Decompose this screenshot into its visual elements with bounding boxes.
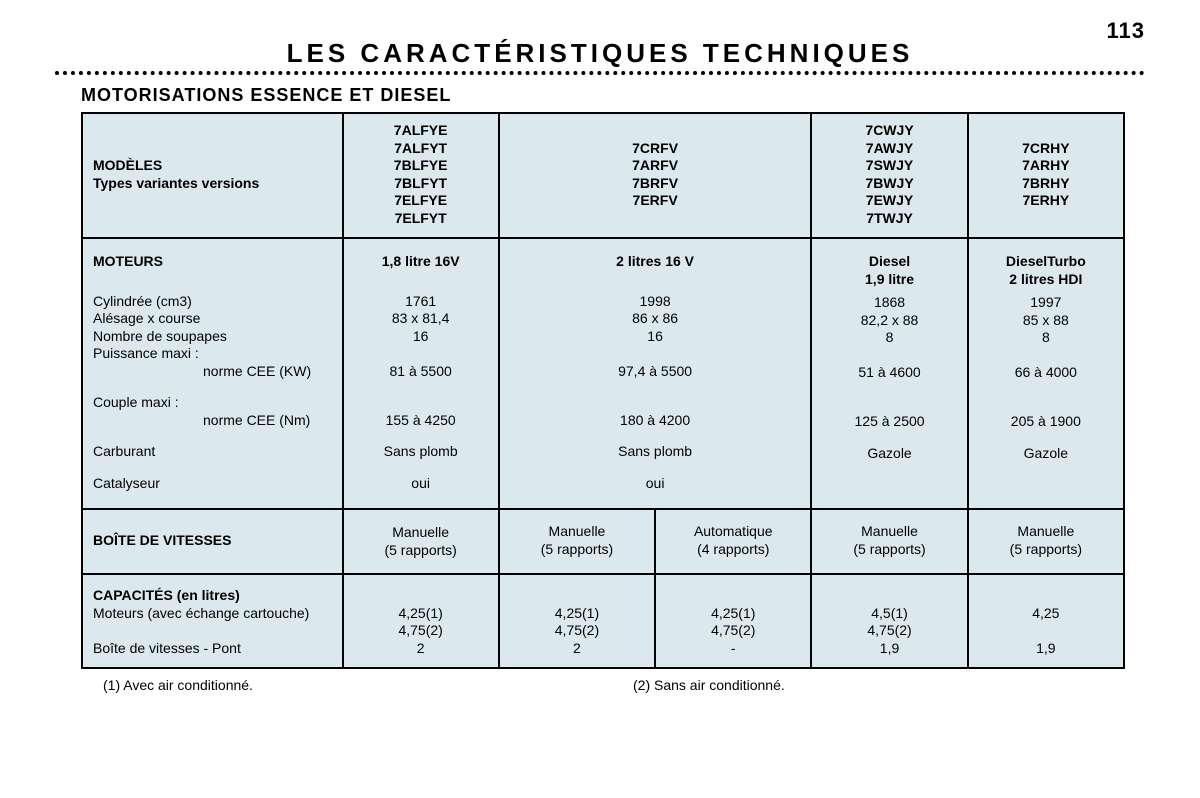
- cap-col-1: 4,25(1) 4,75(2) 2: [343, 574, 499, 668]
- table-row-capacities: CAPACITÉS (en litres) Moteurs (avec écha…: [82, 574, 1124, 668]
- model-codes-col2: 7CRFV 7ARFV 7BRFV 7ERFV: [499, 113, 812, 238]
- row-carburant: Carburant: [93, 443, 332, 461]
- page-number: 113: [1107, 18, 1146, 44]
- row-couple-norme: norme CEE (Nm): [93, 412, 332, 430]
- cap-col-5: 4,25 1,9: [968, 574, 1124, 668]
- table-row-gearbox: BOÎTE DE VITESSES Manuelle (5 rapports) …: [82, 509, 1124, 574]
- engine-col-1: 1,8 litre 16V 1761 83 x 81,4 16 81 à 550…: [343, 238, 499, 509]
- cap-col-4: 4,5(1) 4,75(2) 1,9: [811, 574, 967, 668]
- engine-col-2: 2 litres 16 V 1998 86 x 86 16 97,4 à 550…: [499, 238, 812, 509]
- cap-col-3: 4,25(1) 4,75(2) -: [655, 574, 811, 668]
- row-couple-maxi: Couple maxi :: [93, 394, 332, 412]
- gearbox-col-2: Manuelle (5 rapports): [499, 509, 655, 574]
- row-cylindree: Cylindrée (cm3): [93, 293, 332, 311]
- section-subtitle: MOTORISATIONS ESSENCE ET DIESEL: [81, 85, 1145, 106]
- engine-col-4: DieselTurbo 2 litres HDI 1997 85 x 88 8 …: [968, 238, 1124, 509]
- row-catalyseur: Catalyseur: [93, 475, 332, 493]
- capacities-label: CAPACITÉS (en litres): [93, 587, 332, 605]
- gearbox-col-4: Manuelle (5 rapports): [811, 509, 967, 574]
- footnote-1: (1) Avec air conditionné.: [103, 677, 633, 693]
- model-codes-col3: 7CWJY 7AWJY 7SWJY 7BWJY 7EWJY 7TWJY: [811, 113, 967, 238]
- models-label-2: Types variantes versions: [93, 175, 332, 193]
- gearbox-label: BOÎTE DE VITESSES: [93, 532, 332, 550]
- table-row-models: MODÈLES Types variantes versions 7ALFYE …: [82, 113, 1124, 238]
- capacities-row-pont: Boîte de vitesses - Pont: [93, 640, 332, 658]
- row-puissance-norme: norme CEE (KW): [93, 363, 332, 381]
- model-codes-col1: 7ALFYE 7ALFYT 7BLFYE 7BLFYT 7ELFYE 7ELFY…: [343, 113, 499, 238]
- engine-col-3: Diesel 1,9 litre 1868 82,2 x 88 8 51 à 4…: [811, 238, 967, 509]
- gearbox-col-1: Manuelle (5 rapports): [343, 509, 499, 574]
- row-alesage: Alésage x course: [93, 310, 332, 328]
- gearbox-col-3: Automatique (4 rapports): [655, 509, 811, 574]
- page-title: LES CARACTÉRISTIQUES TECHNIQUES: [55, 38, 1145, 69]
- footnote-2: (2) Sans air conditionné.: [633, 677, 785, 693]
- models-label-1: MODÈLES: [93, 157, 332, 175]
- capacities-row-motors: Moteurs (avec échange cartouche): [93, 605, 332, 623]
- model-codes-col4: 7CRHY 7ARHY 7BRHY 7ERHY: [968, 113, 1124, 238]
- engines-label: MOTEURS: [93, 253, 332, 271]
- gearbox-col-5: Manuelle (5 rapports): [968, 509, 1124, 574]
- row-soupapes: Nombre de soupapes: [93, 328, 332, 346]
- table-row-engines: MOTEURS Cylindrée (cm3) Alésage x course…: [82, 238, 1124, 509]
- specs-table: MODÈLES Types variantes versions 7ALFYE …: [81, 112, 1125, 669]
- row-puissance-maxi: Puissance maxi :: [93, 345, 332, 363]
- footnotes: (1) Avec air conditionné. (2) Sans air c…: [103, 677, 1145, 693]
- cap-col-2: 4,25(1) 4,75(2) 2: [499, 574, 655, 668]
- divider-dotted: [55, 71, 1145, 75]
